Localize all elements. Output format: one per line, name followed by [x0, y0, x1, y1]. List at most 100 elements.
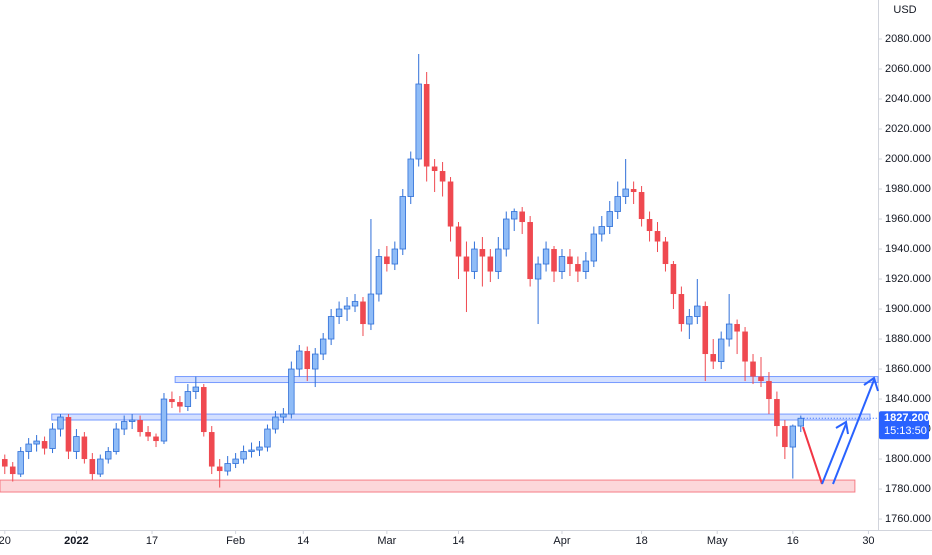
- candle-body: [81, 436, 88, 460]
- candle-body: [519, 211, 525, 223]
- candle-body: [145, 432, 151, 437]
- candle-body: [335, 308, 343, 317]
- candle-body: [169, 399, 175, 403]
- candle-body: [399, 196, 406, 250]
- candle-body: [567, 256, 573, 265]
- last-price-label: 1827.200: [884, 412, 930, 424]
- y-tick-label: 1920.000: [885, 273, 931, 285]
- candle-body: [153, 436, 159, 442]
- candle-body: [1, 459, 8, 467]
- candle-body: [471, 248, 478, 272]
- candle-body: [678, 294, 685, 325]
- candle-body: [725, 323, 733, 340]
- candle-body: [797, 417, 804, 427]
- candle-body: [662, 241, 669, 265]
- x-tick-label: Feb: [226, 535, 245, 547]
- candle-body: [367, 293, 375, 325]
- candle-body: [606, 211, 613, 227]
- candle-body: [551, 249, 557, 272]
- candle-body: [304, 351, 311, 370]
- candle-body: [192, 386, 200, 392]
- x-tick-label: May: [707, 535, 728, 547]
- countdown: 15:13:50: [884, 425, 927, 437]
- last-price-box: [879, 411, 929, 440]
- x-tick-label: 17: [146, 535, 158, 547]
- candle-body: [33, 440, 40, 445]
- candle-body: [447, 181, 454, 227]
- candle-body: [375, 256, 383, 295]
- candle-body: [105, 451, 112, 460]
- candle-body: [654, 231, 661, 242]
- candle-body: [256, 446, 263, 451]
- candle-body: [622, 188, 629, 197]
- currency-label: USD: [893, 4, 916, 16]
- candle-body: [343, 305, 351, 310]
- candle-body: [65, 417, 72, 452]
- candle-body: [97, 458, 104, 475]
- x-tick-label: 2022: [64, 535, 88, 547]
- candle-body: [758, 376, 764, 382]
- candle-body: [128, 419, 136, 422]
- y-tick-label: 1760.000: [885, 513, 931, 525]
- candle-body: [646, 219, 653, 232]
- x-tick-label: 20: [0, 535, 11, 547]
- candle-body: [384, 256, 390, 265]
- candle-body: [431, 166, 438, 172]
- candle-body: [224, 463, 231, 472]
- candle-body: [527, 222, 533, 280]
- candle-body: [248, 449, 255, 452]
- candle-body: [789, 425, 797, 448]
- projection-arrows: [802, 376, 879, 485]
- candle-body: [25, 443, 32, 452]
- candle-body: [590, 233, 598, 262]
- candle-body: [479, 249, 486, 257]
- candle-body: [296, 350, 303, 370]
- candle-body: [766, 381, 772, 400]
- candle-body: [710, 354, 717, 362]
- candle-body: [89, 459, 96, 475]
- x-tick-label: Apr: [553, 535, 570, 547]
- up-arrowhead: [835, 420, 849, 435]
- candle-body: [184, 391, 192, 407]
- candle-body: [734, 324, 740, 332]
- candle-body: [137, 420, 143, 433]
- candle-body: [686, 316, 693, 325]
- x-tick-label: 30: [862, 535, 874, 547]
- candle-body: [9, 466, 16, 475]
- candle-body: [503, 218, 510, 250]
- y-tick-label: 1780.000: [885, 483, 931, 495]
- candle-body: [177, 402, 183, 407]
- candle-body: [120, 421, 128, 430]
- up-arrowhead: [863, 376, 879, 392]
- candle-body: [439, 171, 446, 182]
- y-tick-label: 2020.000: [885, 123, 931, 135]
- candle-body: [638, 192, 645, 220]
- candle-body: [463, 256, 470, 272]
- x-tick-label: 18: [635, 535, 647, 547]
- candle-body: [455, 226, 462, 257]
- candle-body: [264, 428, 271, 448]
- candle-body: [742, 331, 748, 362]
- y-tick-label: 2080.000: [885, 33, 931, 45]
- y-tick-label: 1840.000: [885, 393, 931, 405]
- candle-body: [415, 83, 422, 160]
- candle-body: [534, 263, 542, 280]
- candle-body: [774, 399, 780, 427]
- candle-body: [17, 451, 24, 475]
- up-arrow-line: [821, 423, 847, 485]
- candle-body: [495, 248, 502, 272]
- candle-body: [670, 264, 677, 295]
- candle-body: [750, 361, 756, 377]
- candle-body: [232, 458, 239, 464]
- candle-body: [312, 353, 319, 370]
- candle-body: [160, 398, 168, 442]
- candle-body: [216, 466, 223, 472]
- candle-body: [288, 368, 295, 415]
- y-tick-label: 1880.000: [885, 333, 931, 345]
- candle-body: [113, 428, 120, 452]
- candle-body: [360, 301, 366, 325]
- candle-body: [280, 413, 287, 418]
- y-tick-label: 1980.000: [885, 183, 931, 195]
- x-tick-label: 14: [297, 535, 309, 547]
